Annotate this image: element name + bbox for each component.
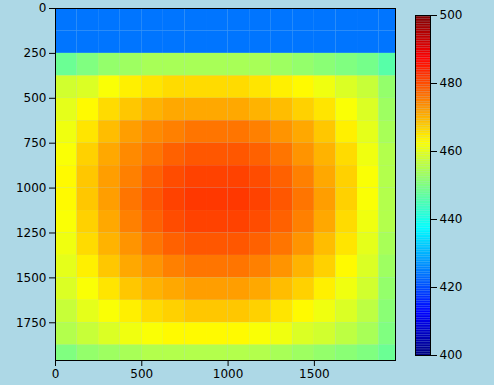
svg-text:500: 500 (24, 91, 47, 105)
svg-text:1500: 1500 (299, 367, 330, 381)
svg-text:750: 750 (24, 136, 47, 150)
svg-text:1250: 1250 (16, 226, 47, 240)
svg-text:420: 420 (440, 280, 463, 294)
svg-text:500: 500 (440, 8, 463, 22)
svg-text:500: 500 (130, 367, 153, 381)
svg-text:0: 0 (39, 1, 47, 15)
svg-text:1500: 1500 (16, 271, 47, 285)
svg-text:0: 0 (52, 367, 60, 381)
svg-text:1750: 1750 (16, 316, 47, 330)
svg-text:250: 250 (24, 46, 47, 60)
svg-text:460: 460 (440, 144, 463, 158)
svg-text:480: 480 (440, 76, 463, 90)
svg-text:400: 400 (440, 348, 463, 362)
svg-text:440: 440 (440, 212, 463, 226)
svg-text:1000: 1000 (16, 181, 47, 195)
svg-text:1000: 1000 (213, 367, 244, 381)
